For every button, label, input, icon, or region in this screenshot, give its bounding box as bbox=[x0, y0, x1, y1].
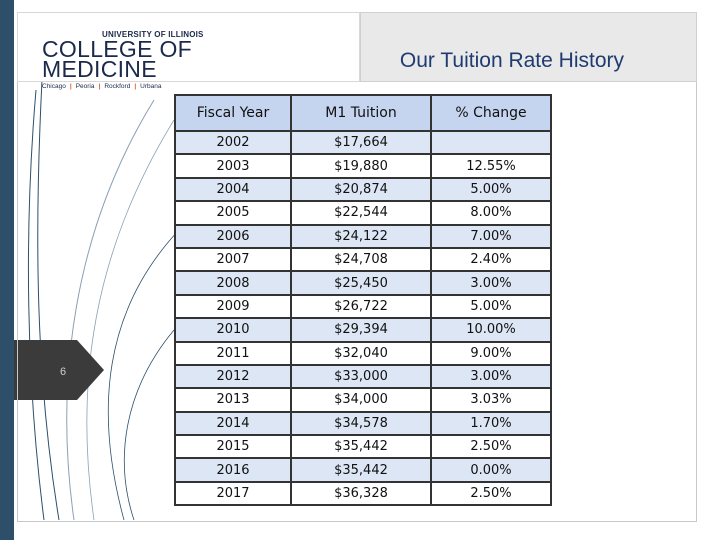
cell-fiscal-year: 2014 bbox=[174, 410, 292, 437]
cell-fiscal-year: 2010 bbox=[174, 317, 292, 343]
table-header-row: Fiscal Year M1 Tuition % Change bbox=[174, 94, 552, 132]
cell-percent-change: 10.00% bbox=[430, 317, 552, 343]
table-row: 2002 $17,664 bbox=[174, 129, 552, 156]
table-row: 2009 $26,722 5.00% bbox=[174, 293, 552, 320]
header-fiscal-year: Fiscal Year bbox=[174, 94, 292, 132]
table-row: 2012 $33,000 3.00% bbox=[174, 363, 552, 390]
cell-percent-change: 12.55% bbox=[430, 153, 552, 179]
table-row: 2005 $22,544 8.00% bbox=[174, 200, 552, 226]
cell-m1-tuition: $34,578 bbox=[290, 410, 432, 437]
decorative-lines bbox=[27, 80, 180, 520]
content-frame bbox=[17, 82, 697, 522]
cell-fiscal-year: 2016 bbox=[174, 457, 292, 483]
header-m1-tuition: M1 Tuition bbox=[290, 94, 432, 132]
table-row: 2011 $32,040 9.00% bbox=[174, 340, 552, 366]
logo-college-line2: MEDICINE bbox=[42, 56, 157, 82]
cell-m1-tuition: $36,328 bbox=[290, 480, 432, 507]
cell-m1-tuition: $33,000 bbox=[290, 363, 432, 390]
cell-percent-change bbox=[430, 129, 552, 156]
logo-box: UNIVERSITY OF ILLINOIS COLLEGE OF MEDICI… bbox=[17, 12, 360, 90]
cell-percent-change: 7.00% bbox=[430, 223, 552, 249]
table-row: 2006 $24,122 7.00% bbox=[174, 223, 552, 249]
cell-m1-tuition: $19,880 bbox=[290, 153, 432, 179]
logo-campuses: Chicago | Peoria | Rockford | Urbana bbox=[42, 83, 161, 90]
cell-fiscal-year: 2009 bbox=[174, 293, 292, 320]
cell-percent-change: 3.03% bbox=[430, 387, 552, 413]
cell-percent-change: 9.00% bbox=[430, 340, 552, 366]
cell-fiscal-year: 2008 bbox=[174, 270, 292, 296]
table-row: 2007 $24,708 2.40% bbox=[174, 246, 552, 273]
campus-urbana: Urbana bbox=[140, 83, 162, 90]
logo-college-line1: COLLEGE OF bbox=[42, 36, 192, 62]
cell-percent-change: 3.00% bbox=[430, 270, 552, 296]
table-row: 2014 $34,578 1.70% bbox=[174, 410, 552, 437]
table-row: 2016 $35,442 0.00% bbox=[174, 457, 552, 483]
campus-separator: | bbox=[134, 83, 137, 90]
campus-separator: | bbox=[98, 83, 101, 90]
table-row: 2003 $19,880 12.55% bbox=[174, 153, 552, 179]
table-row: 2010 $29,394 10.00% bbox=[174, 317, 552, 343]
cell-fiscal-year: 2006 bbox=[174, 223, 292, 249]
cell-percent-change: 2.50% bbox=[430, 434, 552, 460]
table-row: 2013 $34,000 3.03% bbox=[174, 387, 552, 413]
cell-percent-change: 2.50% bbox=[430, 480, 552, 507]
cell-fiscal-year: 2017 bbox=[174, 480, 292, 507]
campus-peoria: Peoria bbox=[75, 83, 95, 90]
slide-title: Our Tuition Rate History bbox=[399, 49, 624, 72]
cell-m1-tuition: $17,664 bbox=[290, 129, 432, 156]
cell-m1-tuition: $35,442 bbox=[290, 434, 432, 460]
cell-fiscal-year: 2012 bbox=[174, 363, 292, 390]
left-accent-bar bbox=[0, 0, 14, 540]
cell-fiscal-year: 2013 bbox=[174, 387, 292, 413]
slide-number: 6 bbox=[60, 366, 67, 378]
cell-percent-change: 1.70% bbox=[430, 410, 552, 437]
cell-m1-tuition: $26,722 bbox=[290, 293, 432, 320]
tuition-table: Fiscal Year M1 Tuition % Change 2002 $17,… bbox=[174, 94, 552, 507]
campus-chicago: Chicago bbox=[42, 83, 66, 90]
table-row: 2008 $25,450 3.00% bbox=[174, 270, 552, 296]
cell-m1-tuition: $24,122 bbox=[290, 223, 432, 249]
cell-m1-tuition: $34,000 bbox=[290, 387, 432, 413]
cell-fiscal-year: 2002 bbox=[174, 129, 292, 156]
campus-separator: | bbox=[69, 83, 72, 90]
table-row: 2004 $20,874 5.00% bbox=[174, 176, 552, 203]
cell-percent-change: 2.40% bbox=[430, 246, 552, 273]
cell-percent-change: 8.00% bbox=[430, 200, 552, 226]
cell-m1-tuition: $35,442 bbox=[290, 457, 432, 483]
cell-fiscal-year: 2003 bbox=[174, 153, 292, 179]
cell-m1-tuition: $22,544 bbox=[290, 200, 432, 226]
cell-fiscal-year: 2007 bbox=[174, 246, 292, 273]
logo-university: UNIVERSITY OF ILLINOIS bbox=[102, 30, 204, 39]
cell-fiscal-year: 2005 bbox=[174, 200, 292, 226]
cell-fiscal-year: 2015 bbox=[174, 434, 292, 460]
header-percent-change: % Change bbox=[430, 94, 552, 132]
cell-m1-tuition: $32,040 bbox=[290, 340, 432, 366]
cell-percent-change: 5.00% bbox=[430, 293, 552, 320]
title-box: Our Tuition Rate History bbox=[360, 12, 697, 82]
table-body: 2002 $17,664 2003 $19,880 12.55% 2004 $20,874 5… bbox=[174, 129, 552, 507]
cell-m1-tuition: $29,394 bbox=[290, 317, 432, 343]
cell-m1-tuition: $20,874 bbox=[290, 176, 432, 203]
table-row: 2017 $36,328 2.50% bbox=[174, 480, 552, 507]
cell-m1-tuition: $24,708 bbox=[290, 246, 432, 273]
cell-fiscal-year: 2011 bbox=[174, 340, 292, 366]
campus-rockford: Rockford bbox=[104, 83, 131, 90]
cell-fiscal-year: 2004 bbox=[174, 176, 292, 203]
table-row: 2015 $35,442 2.50% bbox=[174, 434, 552, 460]
cell-percent-change: 3.00% bbox=[430, 363, 552, 390]
cell-m1-tuition: $25,450 bbox=[290, 270, 432, 296]
cell-percent-change: 5.00% bbox=[430, 176, 552, 203]
cell-percent-change: 0.00% bbox=[430, 457, 552, 483]
